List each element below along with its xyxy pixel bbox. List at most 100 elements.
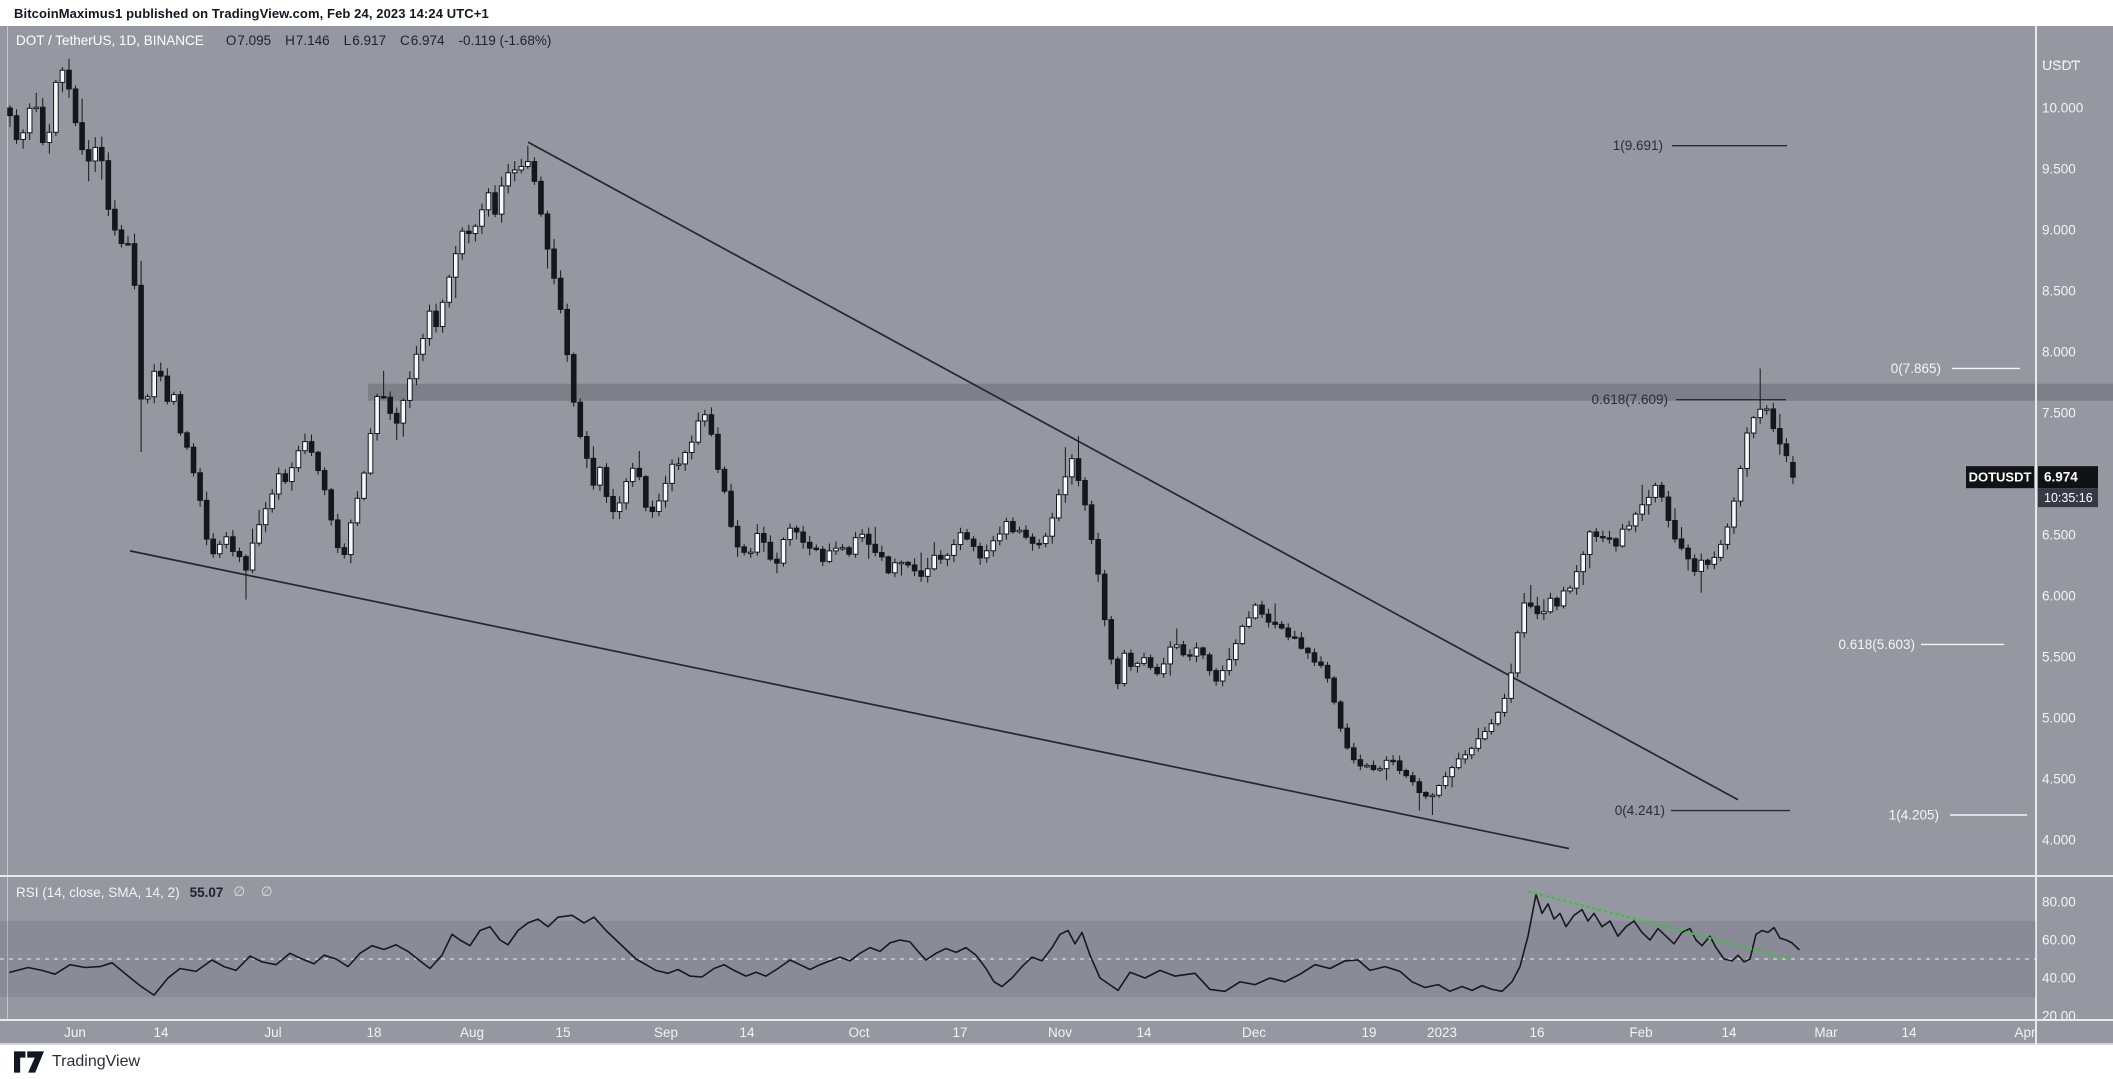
candle-body <box>164 375 171 402</box>
candle <box>275 467 282 500</box>
symbol-tag-label: DOTUSDT <box>1969 470 2032 485</box>
candle <box>184 430 190 450</box>
candle <box>1016 526 1023 534</box>
tradingview-brand[interactable]: TradingView <box>52 1053 141 1070</box>
candle-body <box>131 243 138 286</box>
candle-body <box>734 525 741 548</box>
price-axis-label: 9.500 <box>2042 162 2076 177</box>
candle <box>1409 771 1416 786</box>
candle <box>1573 565 1580 595</box>
candle-body <box>525 161 531 167</box>
candle <box>826 543 833 564</box>
candle-body <box>1409 775 1416 783</box>
candle-body <box>1101 573 1108 621</box>
candle <box>570 352 577 407</box>
candle-body <box>557 277 564 310</box>
candle-body <box>1632 513 1639 527</box>
price-axis-label: 4.500 <box>2042 772 2076 787</box>
candle <box>426 304 433 346</box>
attribution-bar: BitcoinMaximus1 published on TradingView… <box>0 0 2113 26</box>
candle-body <box>597 466 603 486</box>
candle <box>1088 500 1095 544</box>
candle-body <box>1088 504 1095 541</box>
candle-body <box>1180 644 1187 656</box>
time-axis-label: 14 <box>1901 1025 1917 1040</box>
candle-body <box>715 433 721 470</box>
candle <box>1750 415 1757 438</box>
candle-body <box>328 489 334 521</box>
candle <box>1475 728 1482 752</box>
candle <box>584 431 590 469</box>
candle <box>1613 537 1619 552</box>
candle <box>970 536 977 552</box>
candle-body <box>210 538 217 555</box>
candle <box>1370 760 1377 772</box>
candle <box>944 552 951 567</box>
candle-body <box>774 558 780 564</box>
candle-body <box>1114 658 1121 685</box>
candle-body <box>1121 652 1128 685</box>
axis-dots <box>2077 60 2081 64</box>
countdown-value: 10:35:16 <box>2044 491 2093 505</box>
time-axis-label: 19 <box>1361 1025 1376 1040</box>
candle-body <box>1547 597 1554 613</box>
rsi-axis-label: 20.00 <box>2042 1009 2076 1024</box>
candle-body <box>564 308 570 356</box>
candle-body <box>341 547 348 556</box>
candle <box>1659 481 1665 502</box>
chart-canvas[interactable]: 1(9.691) 0.618(7.609) 0(4.241) 0(7.865) 0.61… <box>0 26 2113 1045</box>
candle <box>1023 525 1029 540</box>
rsi-axis-label: 80.00 <box>2042 895 2076 910</box>
candle-body <box>223 536 230 545</box>
candle-body <box>721 468 728 492</box>
candle <box>1324 661 1331 683</box>
rsi-green-trendline[interactable] <box>1527 890 1789 960</box>
candle-body <box>1783 443 1790 457</box>
tradingview-logo-icon[interactable] <box>14 1051 44 1073</box>
price-axis-label: 9.000 <box>2042 223 2076 238</box>
candle <box>1488 719 1495 735</box>
candle-body <box>898 561 905 565</box>
candle-body <box>7 107 13 117</box>
candle-body <box>249 542 256 571</box>
candle-body <box>800 531 806 543</box>
candle <box>1698 553 1704 593</box>
candle <box>1718 539 1724 562</box>
trendline-lower-descending[interactable] <box>129 550 1570 850</box>
candle <box>1541 599 1547 621</box>
candle-body <box>1160 663 1167 675</box>
low-value: L6.917 <box>343 33 386 48</box>
candle <box>1665 490 1672 528</box>
candle-body <box>852 537 859 555</box>
candle-body <box>85 149 92 162</box>
candle-body <box>1475 738 1482 749</box>
chart-background <box>0 26 2113 1045</box>
candle-body <box>1737 467 1744 502</box>
price-tag-group: DOTUSDT 6.974 10:35:16 <box>1966 466 2098 508</box>
trendline-upper-descending[interactable] <box>527 141 1739 801</box>
price-axis[interactable]: USDT10.0009.5009.0008.5008.0007.5007.000… <box>2042 57 2083 848</box>
candle-body <box>688 441 695 453</box>
candle <box>328 488 334 526</box>
candle-body <box>1652 484 1659 498</box>
candle <box>852 531 859 558</box>
price-axis-label: 5.500 <box>2042 650 2076 665</box>
candle-body <box>1698 559 1704 572</box>
chart-area[interactable]: 1(9.691) 0.618(7.609) 0(4.241) 0(7.865) 0.61… <box>0 26 2113 1045</box>
candle <box>118 224 125 248</box>
candle-body <box>72 88 79 124</box>
candle-body <box>806 541 813 549</box>
time-axis-label: 16 <box>1529 1025 1544 1040</box>
candle <box>446 274 452 308</box>
time-axis-label: 14 <box>739 1025 755 1040</box>
candle-body <box>1023 529 1029 538</box>
candle <box>341 543 348 559</box>
candle-body <box>1311 652 1318 663</box>
candle-body <box>977 545 983 559</box>
candle <box>1206 652 1213 676</box>
time-axis[interactable]: Jun 14 Jul 18 Aug 15 Sep 14 Oct 17 Nov 14 Dec 19 2023 1… <box>64 1025 2036 1040</box>
candle <box>380 370 387 399</box>
candle-body <box>938 554 944 560</box>
candle <box>1259 600 1265 619</box>
candle <box>1056 488 1062 522</box>
